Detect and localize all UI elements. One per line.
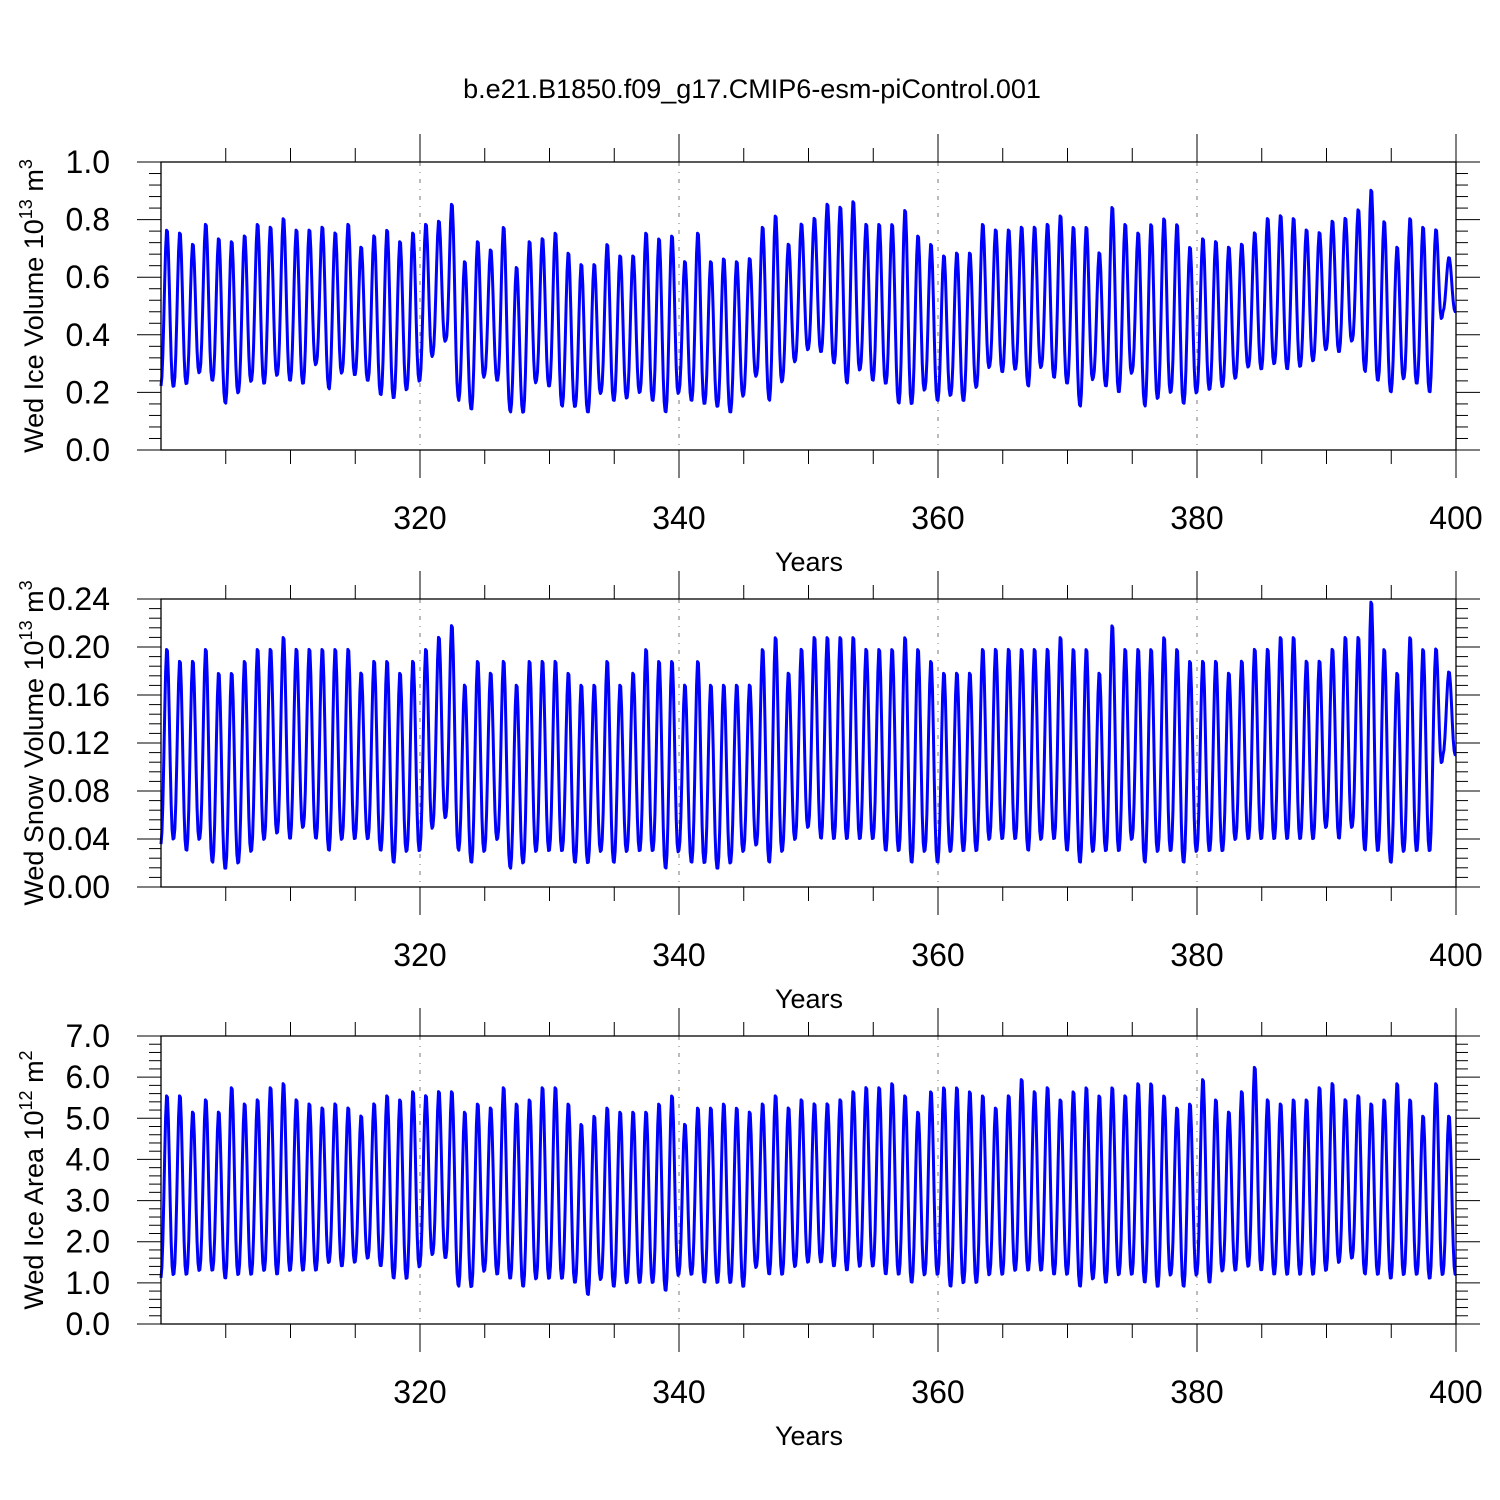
x-tick-label: 340 (652, 1374, 705, 1410)
series-line (159, 188, 1457, 414)
y-tick-label: 0.16 (48, 677, 110, 713)
x-tick-label: 380 (1170, 1374, 1223, 1410)
figure-title: b.e21.B1850.f09_g17.CMIP6-esm-piControl.… (463, 74, 1041, 104)
y-tick-label: 4.0 (66, 1141, 110, 1177)
y-axis-title-exponent: 13 (16, 620, 36, 640)
y-axis-title-unit: m (19, 1060, 49, 1090)
y-axis-title-text: Wed Ice Area 10 (19, 1110, 49, 1309)
y-tick-label: 5.0 (66, 1100, 110, 1136)
x-tick-label: 340 (652, 500, 705, 536)
y-tick-label: 0.00 (48, 869, 110, 905)
y-axis-title-exponent: 12 (16, 1090, 36, 1110)
panel-2: 320 340 360 380 400 0.00 0.04 0.08 0.12 0.16 0.20 0… (16, 571, 1483, 1014)
y-axis-title-exponent: 13 (16, 199, 36, 219)
y-tick-label: 0.0 (66, 432, 110, 468)
y-tick-label: 0.8 (66, 202, 110, 238)
y-tick-label: 0.24 (48, 581, 110, 617)
x-axis-title: Years (775, 1421, 843, 1451)
x-tick-label: 360 (911, 1374, 964, 1410)
plot-frame (160, 161, 1457, 451)
y-tick-label: 0.0 (66, 1306, 110, 1342)
y-tick-label: 0.2 (66, 374, 110, 410)
y-axis-title-text: Wed Ice Volume 10 (19, 219, 49, 453)
x-tick-label: 340 (652, 937, 705, 973)
y-tick-label: 0.04 (48, 821, 110, 857)
plot-frame (160, 598, 1457, 888)
y-tick-label: 3.0 (66, 1183, 110, 1219)
x-axis-title: Years (775, 984, 843, 1014)
x-tick-label: 360 (911, 500, 964, 536)
x-tick-label: 400 (1429, 937, 1482, 973)
y-tick-label: 0.12 (48, 725, 110, 761)
x-tick-label: 320 (393, 937, 446, 973)
x-tick-label: 380 (1170, 500, 1223, 536)
y-tick-label: 1.0 (66, 1265, 110, 1301)
x-tick-label: 320 (393, 500, 446, 536)
x-tick-label: 320 (393, 1374, 446, 1410)
y-tick-label: 0.6 (66, 259, 110, 295)
y-tick-label: 7.0 (66, 1018, 110, 1054)
x-tick-label: 360 (911, 937, 964, 973)
y-tick-label: 0.4 (66, 317, 110, 353)
y-axis-title: Wed Ice Volume 1013 m3 (16, 159, 49, 453)
y-axis-title-unit-exponent: 3 (16, 580, 36, 590)
y-axis-title: Wed Snow Volume 1013 m3 (16, 580, 49, 905)
plot-frame (160, 1035, 1457, 1325)
panels: 320 340 360 380 400 0.0 0.2 0.4 0.6 0.8 1.0 Years We… (16, 134, 1483, 1451)
y-tick-label: 6.0 (66, 1059, 110, 1095)
y-axis-title-unit: m (19, 590, 49, 620)
x-tick-label: 400 (1429, 1374, 1482, 1410)
panel-3: 320 340 360 380 400 0.0 1.0 2.0 3.0 4.0 5.0 6.0 7.0 Y… (16, 1008, 1483, 1451)
y-axis-title: Wed Ice Area 1012 m2 (16, 1050, 49, 1309)
y-axis-title-unit-exponent: 3 (16, 159, 36, 169)
x-axis-title: Years (775, 547, 843, 577)
series-line (159, 600, 1457, 870)
x-tick-label: 400 (1429, 500, 1482, 536)
y-axis-title-text: Wed Snow Volume 10 (19, 640, 49, 905)
series-line (159, 1065, 1457, 1296)
panel-1: 320 340 360 380 400 0.0 0.2 0.4 0.6 0.8 1.0 Years We… (16, 134, 1483, 577)
y-axis-title-unit-exponent: 2 (16, 1050, 36, 1060)
y-tick-label: 0.20 (48, 629, 110, 665)
x-tick-label: 380 (1170, 937, 1223, 973)
y-tick-label: 1.0 (66, 144, 110, 180)
y-axis-title-unit: m (19, 169, 49, 199)
y-tick-label: 0.08 (48, 773, 110, 809)
y-tick-label: 2.0 (66, 1224, 110, 1260)
